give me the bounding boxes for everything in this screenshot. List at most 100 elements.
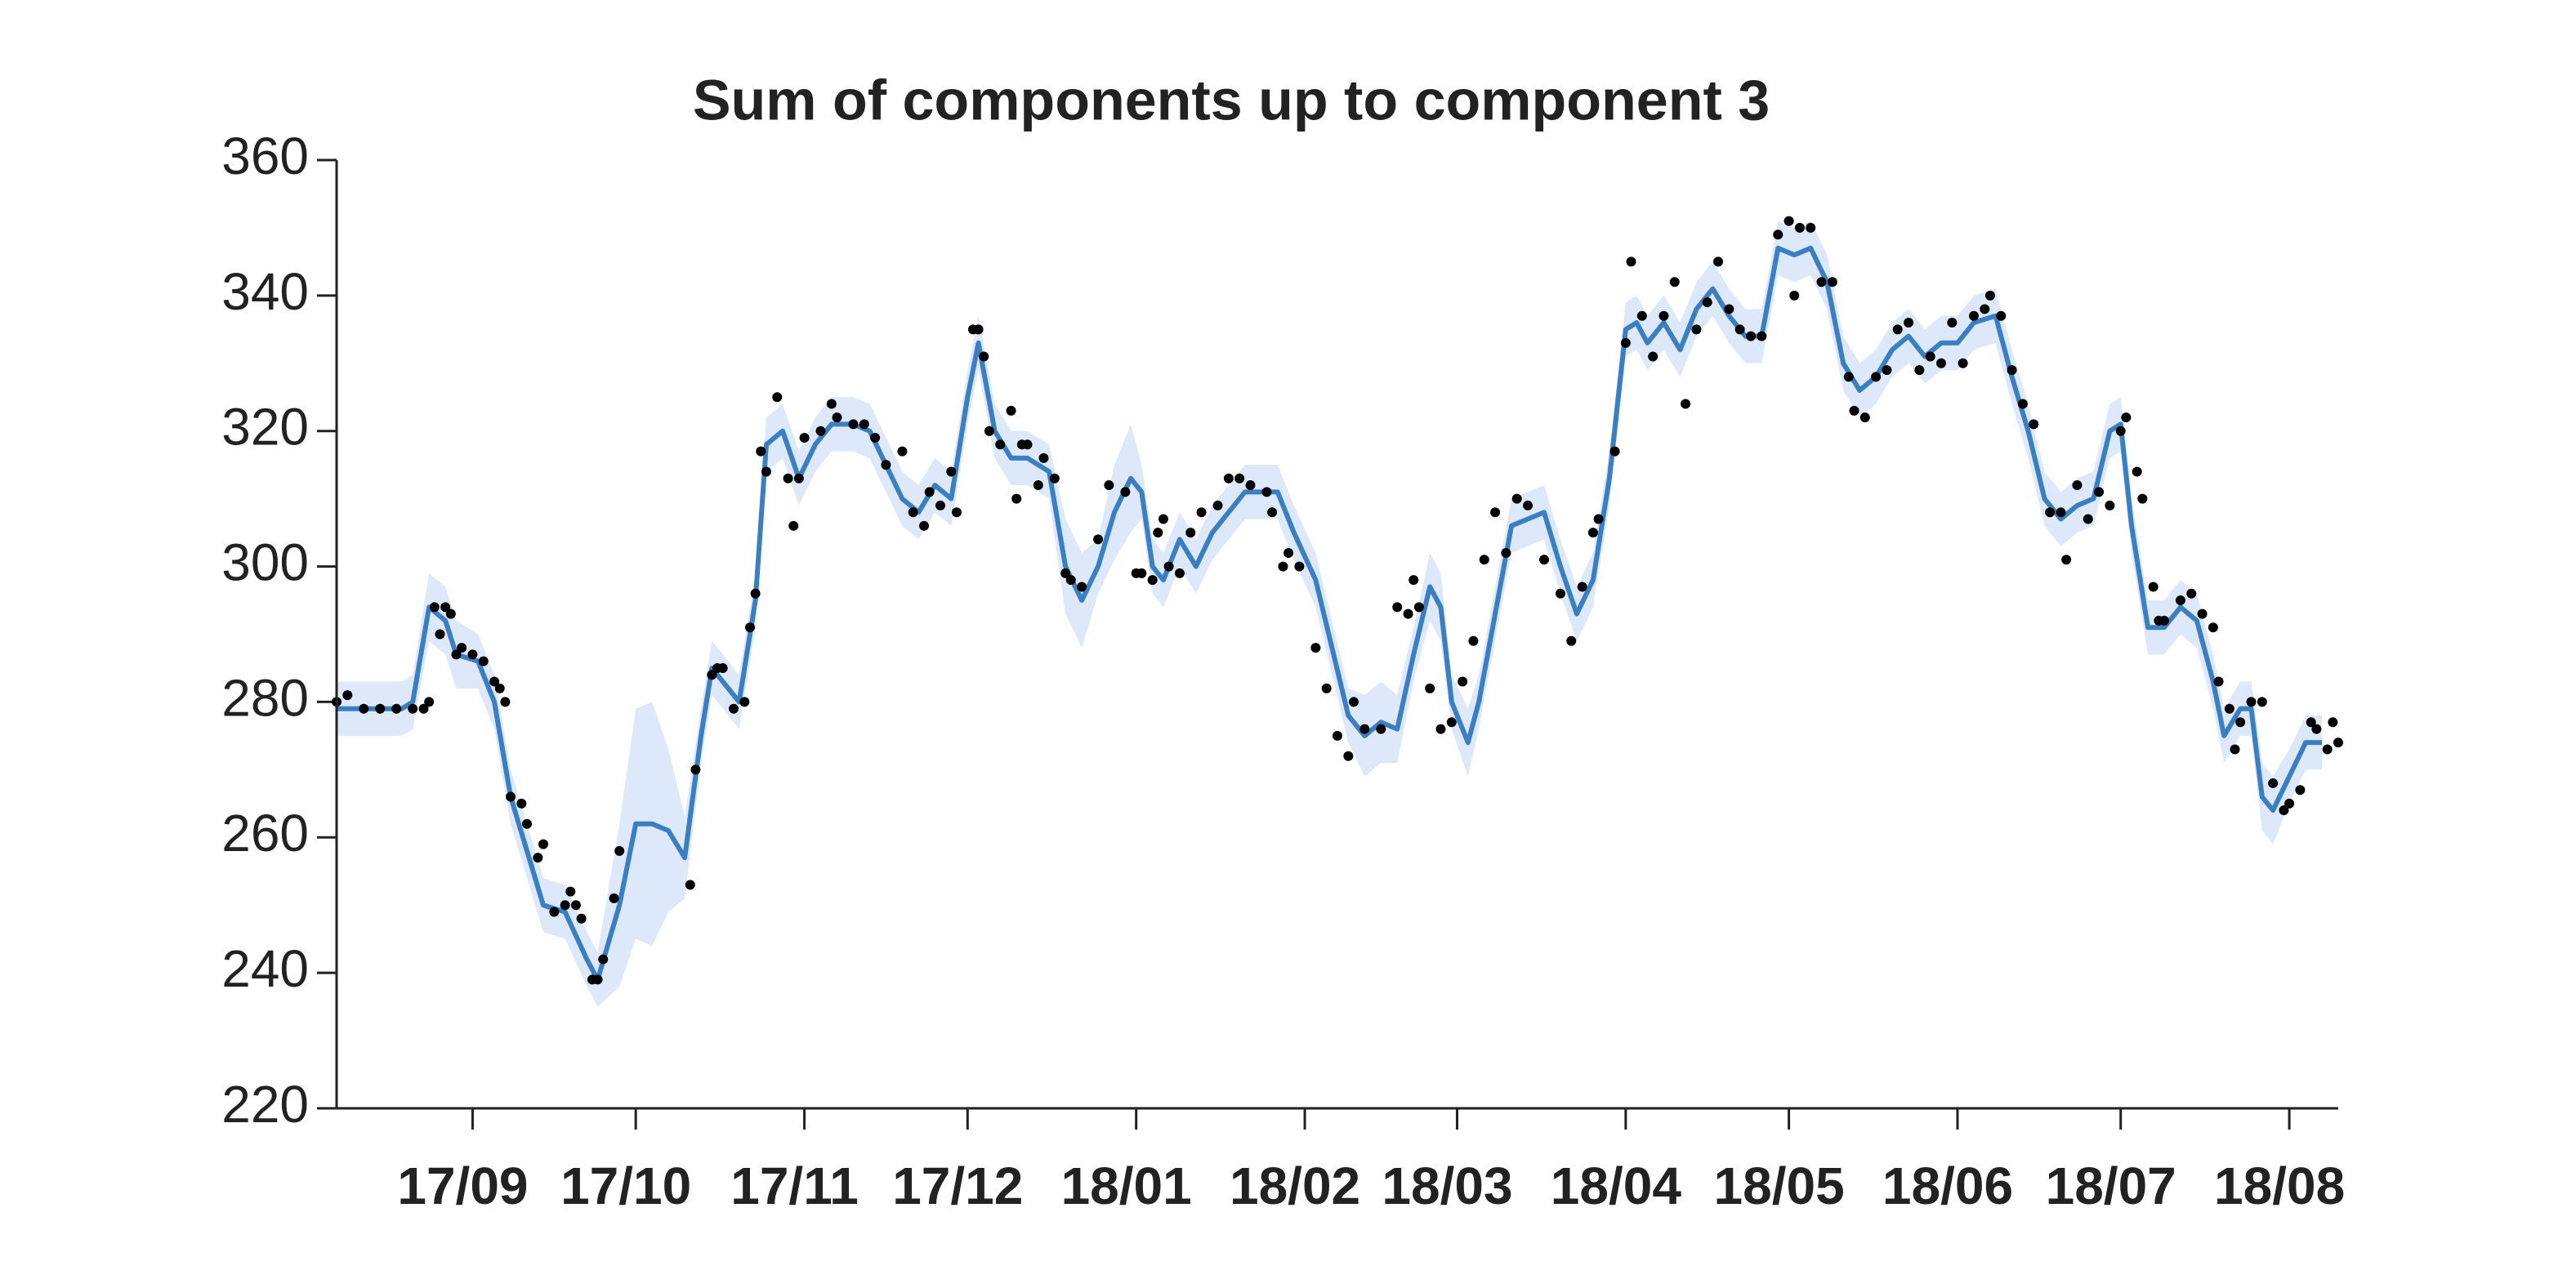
data-point xyxy=(375,703,386,714)
data-point xyxy=(560,900,570,911)
data-point xyxy=(1011,493,1022,504)
data-point xyxy=(2115,426,2126,436)
data-point xyxy=(772,392,783,403)
data-point xyxy=(1267,507,1278,518)
data-point xyxy=(685,880,695,890)
data-point xyxy=(2246,697,2257,707)
data-point xyxy=(783,473,793,484)
confidence-band xyxy=(337,221,2323,1007)
data-point xyxy=(1843,372,1854,382)
x-tick-label: 18/05 xyxy=(1714,1157,1845,1215)
data-point xyxy=(1049,473,1060,484)
data-point xyxy=(1757,331,1767,341)
data-point xyxy=(533,853,543,863)
x-tick-label: 18/01 xyxy=(1061,1157,1192,1215)
data-point xyxy=(2306,717,2316,728)
y-tick-label: 240 xyxy=(221,939,309,998)
data-point xyxy=(2322,744,2333,755)
data-point xyxy=(793,473,804,484)
data-point xyxy=(951,507,962,518)
data-point xyxy=(1033,480,1043,491)
data-point xyxy=(1022,439,1033,450)
data-point xyxy=(2224,703,2234,714)
chart-title: Sum of components up to component 3 xyxy=(693,68,1770,131)
data-point xyxy=(1745,331,1756,341)
data-point xyxy=(1806,222,1816,233)
data-point xyxy=(1827,277,1837,287)
data-point xyxy=(1958,358,1968,368)
data-point xyxy=(832,412,842,423)
data-point xyxy=(1577,582,1587,592)
data-point xyxy=(1479,555,1489,565)
data-point xyxy=(1713,256,1724,267)
x-tick-label: 18/02 xyxy=(1230,1157,1360,1215)
data-point xyxy=(1310,643,1321,653)
data-point xyxy=(2105,500,2115,510)
data-point xyxy=(1859,412,1870,423)
data-point xyxy=(1947,318,1958,328)
data-point xyxy=(756,446,766,457)
data-point xyxy=(2186,588,2197,599)
data-point xyxy=(897,446,908,457)
x-tick-label: 17/12 xyxy=(892,1157,1023,1215)
data-point xyxy=(1702,297,1712,308)
data-point xyxy=(1968,310,1979,321)
data-point xyxy=(445,608,456,619)
data-point xyxy=(1158,514,1168,524)
y-tick-label: 320 xyxy=(221,398,309,457)
data-point xyxy=(1468,635,1479,646)
data-point xyxy=(1185,528,1196,538)
x-tick-label: 17/09 xyxy=(397,1157,528,1215)
data-point xyxy=(2257,697,2267,707)
data-point xyxy=(2072,480,2083,491)
data-point xyxy=(690,764,701,775)
data-point xyxy=(467,649,478,660)
data-point xyxy=(1773,230,1784,240)
data-point xyxy=(1593,514,1604,524)
data-point xyxy=(1871,372,1882,382)
data-point xyxy=(2328,717,2338,728)
data-point xyxy=(2208,622,2218,633)
data-point xyxy=(429,602,440,613)
data-point xyxy=(1849,405,1859,416)
data-point xyxy=(1212,500,1223,510)
data-point xyxy=(744,622,755,633)
data-point xyxy=(1093,534,1104,545)
data-point xyxy=(1458,676,1468,687)
data-point xyxy=(359,703,369,714)
data-point xyxy=(2083,514,2093,524)
data-point xyxy=(1163,561,1174,572)
y-tick-label: 300 xyxy=(221,533,309,591)
data-point xyxy=(2230,744,2240,755)
data-point xyxy=(1490,507,1501,518)
data-point xyxy=(1511,493,1522,504)
data-point xyxy=(2213,676,2224,687)
data-point xyxy=(2045,507,2056,518)
data-point xyxy=(946,466,957,477)
data-point xyxy=(1892,324,1903,335)
data-point xyxy=(592,974,603,985)
data-point xyxy=(826,399,837,409)
data-point xyxy=(717,662,728,673)
data-point xyxy=(424,697,435,707)
data-point xyxy=(2159,615,2169,626)
data-point xyxy=(1174,568,1185,578)
data-point xyxy=(707,670,717,680)
data-point xyxy=(1006,405,1016,416)
data-point xyxy=(451,649,462,660)
data-point xyxy=(2311,724,2322,734)
data-point xyxy=(1501,547,1511,558)
data-point xyxy=(506,791,516,802)
data-point xyxy=(408,703,418,714)
data-point xyxy=(1904,318,1914,328)
data-point xyxy=(1681,399,1691,409)
data-point xyxy=(788,520,799,531)
data-point xyxy=(1784,216,1794,226)
x-tick-label: 17/11 xyxy=(730,1157,859,1215)
y-tick-label: 260 xyxy=(221,804,309,862)
data-point xyxy=(729,703,739,714)
data-point xyxy=(1659,310,1669,321)
data-point xyxy=(815,426,826,436)
data-point xyxy=(1724,304,1734,314)
data-point xyxy=(1147,575,1158,586)
